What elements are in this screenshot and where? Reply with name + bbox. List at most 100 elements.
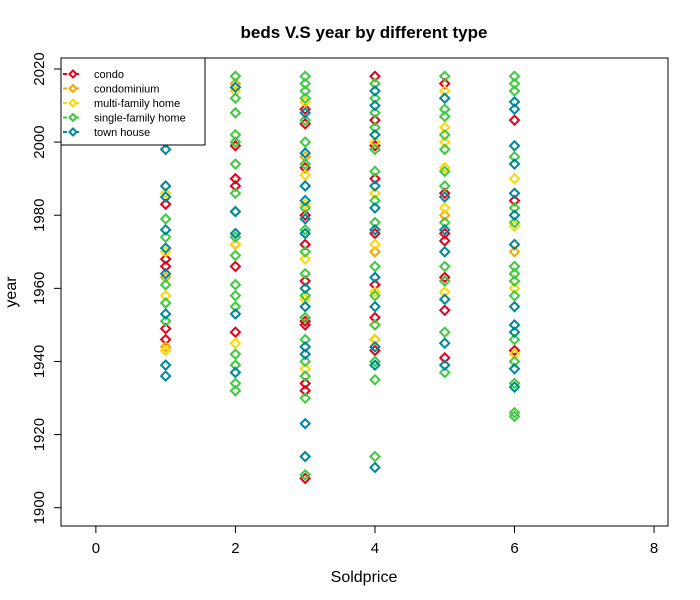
data-point — [159, 212, 172, 225]
data-point — [438, 110, 451, 123]
data-point — [159, 260, 172, 273]
data-point — [229, 77, 242, 90]
data-point — [508, 84, 521, 97]
data-point — [159, 223, 172, 236]
data-point — [229, 348, 242, 361]
y-tick-label: 1980 — [31, 199, 48, 232]
data-point — [299, 114, 312, 127]
data-point — [299, 311, 312, 324]
data-point — [299, 300, 312, 313]
data-point — [299, 158, 312, 170]
data-point — [299, 245, 312, 258]
data-point — [229, 326, 242, 339]
data-point — [438, 304, 451, 317]
data-point — [438, 143, 451, 156]
data-point — [508, 172, 521, 185]
data-points — [159, 70, 521, 485]
data-point — [508, 187, 521, 200]
data-point — [159, 340, 172, 353]
y-axis-label: year — [3, 276, 20, 308]
data-point — [369, 216, 381, 229]
y-tick-label: 2000 — [31, 125, 48, 158]
data-point — [299, 377, 312, 390]
y-tick-label: 1960 — [31, 272, 48, 305]
data-point — [159, 231, 172, 244]
data-point — [299, 392, 312, 404]
data-point — [299, 77, 312, 90]
data-point — [438, 271, 451, 284]
data-point — [508, 114, 521, 127]
data-point — [369, 340, 381, 353]
data-point — [508, 77, 521, 90]
data-point — [438, 92, 451, 105]
data-point — [159, 143, 172, 156]
data-point — [508, 238, 521, 251]
y-tick-label: 1920 — [31, 418, 48, 451]
data-point — [229, 278, 242, 291]
data-point — [299, 84, 312, 97]
data-point — [299, 417, 312, 430]
data-point — [299, 370, 312, 383]
data-point — [159, 267, 172, 280]
data-point — [369, 77, 381, 90]
data-point — [159, 198, 172, 211]
data-point — [369, 450, 381, 463]
data-point — [229, 337, 242, 350]
data-point — [508, 377, 521, 390]
data-point — [229, 260, 242, 273]
legend-marker — [68, 83, 78, 94]
data-point — [508, 381, 521, 393]
data-point — [369, 311, 381, 324]
data-point — [508, 260, 521, 273]
data-point — [159, 180, 172, 192]
data-point — [299, 227, 312, 240]
data-point — [229, 106, 242, 119]
data-point — [438, 128, 451, 141]
data-point — [229, 377, 242, 390]
data-point — [229, 238, 242, 251]
data-point — [508, 267, 521, 280]
data-point — [508, 70, 521, 83]
data-point — [229, 172, 242, 185]
data-point — [369, 194, 381, 207]
data-point — [508, 344, 521, 357]
data-point — [299, 282, 312, 295]
data-point — [508, 245, 521, 258]
legend-marker — [68, 98, 78, 108]
data-point — [508, 410, 521, 423]
data-point — [229, 128, 242, 141]
data-point — [508, 333, 521, 346]
data-point — [229, 249, 242, 262]
data-point — [438, 234, 451, 247]
legend-label: town house — [94, 127, 150, 139]
data-point — [299, 468, 312, 481]
data-point — [508, 209, 521, 222]
data-point — [369, 260, 381, 273]
data-point — [369, 92, 381, 105]
data-point — [229, 227, 242, 240]
data-point — [438, 191, 451, 203]
legend-label: condominium — [94, 84, 159, 96]
data-point — [299, 289, 312, 302]
data-point — [438, 180, 451, 192]
data-point — [508, 362, 521, 375]
data-point — [229, 158, 242, 170]
data-point — [299, 180, 312, 192]
data-point — [369, 187, 381, 200]
data-point — [229, 136, 242, 149]
data-point — [508, 216, 521, 229]
data-point — [438, 275, 451, 287]
data-point — [438, 366, 451, 379]
data-point — [508, 282, 521, 295]
data-point — [508, 355, 521, 368]
data-point — [508, 201, 521, 214]
data-point — [229, 384, 242, 397]
data-point — [369, 271, 381, 284]
data-point — [299, 70, 312, 83]
data-point — [299, 362, 312, 375]
data-point — [369, 172, 381, 185]
y-tick-label: 1900 — [31, 491, 48, 524]
data-point — [369, 106, 381, 119]
data-point — [369, 359, 381, 372]
data-point — [508, 318, 521, 331]
